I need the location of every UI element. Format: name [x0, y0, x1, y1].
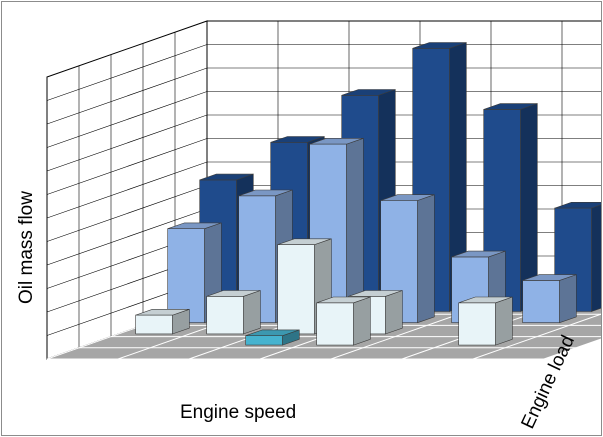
bar	[245, 329, 300, 346]
bar-front-face	[316, 302, 354, 346]
z-axis-label: Oil mass flow	[16, 191, 37, 304]
bar-top-face	[199, 173, 254, 181]
bar-top-face	[348, 290, 403, 297]
bar-top-face	[238, 189, 293, 197]
bar-front-face	[135, 314, 173, 335]
bar-top-face	[554, 202, 601, 209]
bar-top-face	[316, 296, 371, 304]
bar-front-face	[458, 302, 496, 346]
bar-front-face	[206, 295, 244, 335]
bar	[522, 274, 577, 324]
chart-bars	[135, 42, 601, 346]
bar	[412, 42, 467, 312]
bar-side-face	[417, 194, 435, 324]
bar	[135, 308, 190, 335]
bar-side-face	[495, 296, 513, 346]
floor-gridline	[472, 313, 601, 360]
bar-side-face	[353, 296, 371, 346]
bar-top-face	[451, 250, 506, 258]
bar-top-face	[458, 296, 513, 304]
bar-top-face	[167, 222, 222, 229]
bar-top-face	[309, 138, 364, 145]
bar-top-face	[380, 194, 435, 201]
bar-side-face	[385, 290, 403, 335]
bar-front-face	[245, 335, 283, 346]
wall-gridline	[46, 67, 601, 125]
bar-top-face	[270, 136, 325, 143]
bar-top-face	[341, 89, 396, 96]
x-axis-label: Engine speed	[180, 402, 296, 423]
wall-gridline	[46, 161, 601, 219]
bar	[206, 290, 261, 335]
wall-gridline	[46, 114, 601, 172]
bar-top-face	[245, 329, 300, 337]
wall-gridline	[46, 44, 601, 101]
bar-front-face	[277, 244, 315, 335]
bar-top-face	[277, 238, 332, 245]
bar-top-face	[412, 42, 467, 49]
bar-side-face	[559, 274, 577, 324]
bar	[316, 296, 371, 346]
bar-top-face	[522, 274, 577, 281]
bar-side-face	[243, 290, 261, 335]
wall-gridline	[46, 138, 601, 195]
bar-top-face	[135, 308, 190, 316]
bar-top-face	[483, 103, 538, 110]
bar-front-face	[167, 228, 205, 324]
bar-front-face	[522, 280, 560, 324]
bar	[458, 296, 513, 346]
bar-side-face	[591, 204, 601, 312]
bar-top-face	[206, 290, 261, 297]
wall-gridline	[46, 91, 601, 148]
